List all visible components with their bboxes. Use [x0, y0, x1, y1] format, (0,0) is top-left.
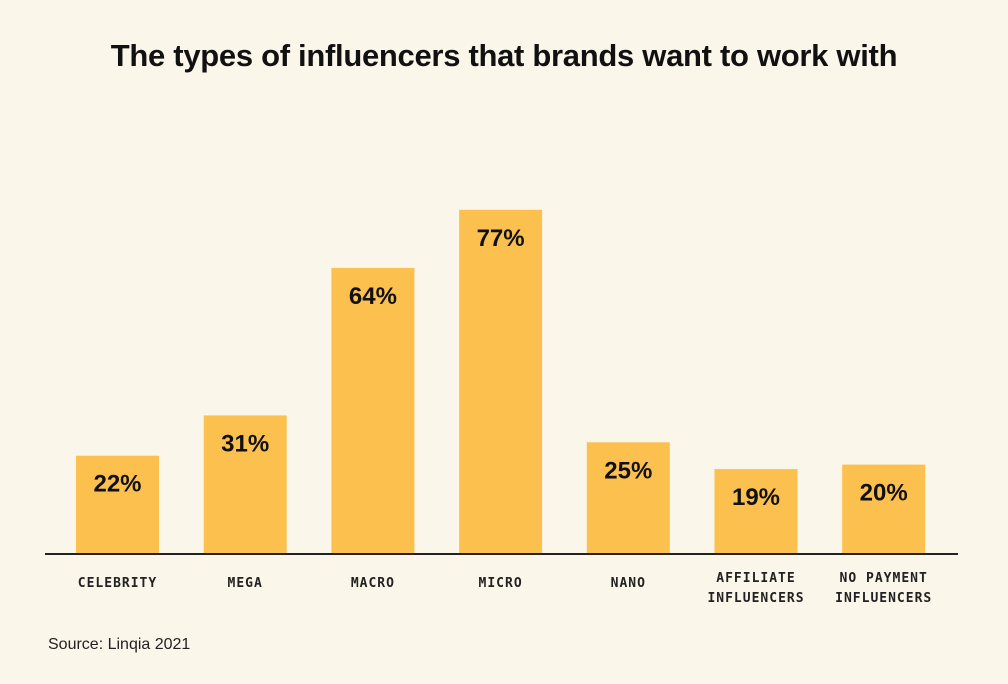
- bar-value-label-5: 19%: [732, 484, 780, 511]
- bar-value-label-1: 31%: [221, 430, 269, 457]
- bar-value-label-0: 22%: [93, 471, 141, 498]
- x-tick-label-0-0: CELEBRITY: [78, 576, 157, 591]
- x-tick-label-6-1: INFLUENCERS: [835, 591, 932, 606]
- bar-2: [331, 267, 415, 554]
- bar-4: [586, 442, 670, 555]
- chart-title: The types of influencers that brands wan…: [110, 38, 898, 73]
- bar-value-label-3: 77%: [477, 225, 525, 252]
- bar-3: [459, 209, 543, 555]
- x-tick-labels: CELEBRITY MEGA MACRO MICRO NANO AFFILIATE INFL…: [78, 571, 932, 606]
- bar-value-label-4: 25%: [604, 457, 652, 484]
- bar-5: [714, 469, 798, 554]
- bar-value-label-6: 20%: [860, 480, 908, 507]
- bar-0: [76, 455, 159, 554]
- source-note: Source: Linqia 2021: [48, 636, 191, 653]
- bar-1: [203, 415, 287, 554]
- x-tick-label-5-1: INFLUENCERS: [707, 591, 804, 606]
- x-tick-label-3-0: MICRO: [479, 576, 523, 591]
- x-tick-label-6-0: NO PAYMENT: [840, 571, 928, 586]
- x-tick-label-1-0: MEGA: [228, 576, 263, 591]
- bar-6: [842, 464, 926, 554]
- x-tick-label-2-0: MACRO: [351, 576, 395, 591]
- x-tick-label-5-0: AFFILIATE: [716, 571, 795, 586]
- bar-value-label-2: 64%: [349, 283, 397, 310]
- x-tick-label-4-0: NANO: [611, 576, 646, 591]
- bars-group: 22% 31% 64% 77% 25% 19% 20%: [76, 209, 926, 555]
